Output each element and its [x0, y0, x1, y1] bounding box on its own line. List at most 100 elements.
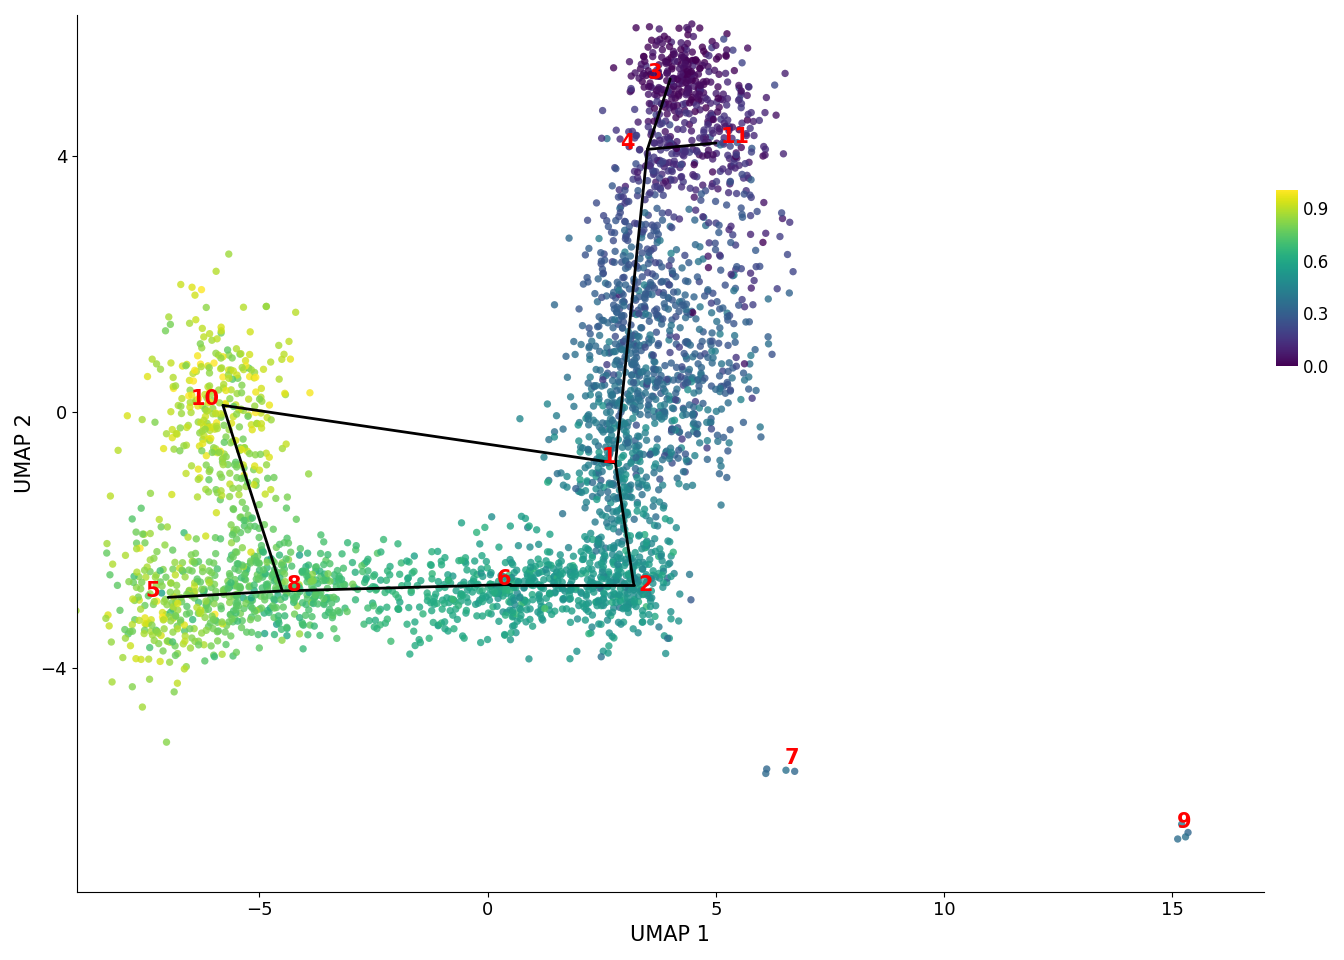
Point	[233, 590, 254, 606]
Point	[617, 435, 638, 450]
Point	[671, 260, 692, 276]
Point	[300, 574, 321, 589]
Point	[270, 622, 292, 637]
Point	[679, 397, 700, 413]
Point	[228, 481, 250, 496]
Point	[610, 204, 632, 220]
Point	[257, 552, 278, 567]
Point	[613, 314, 634, 329]
Point	[712, 300, 734, 316]
Point	[203, 647, 224, 662]
Point	[446, 612, 468, 627]
Point	[660, 135, 681, 151]
Point	[675, 248, 696, 263]
Point	[624, 397, 645, 413]
Point	[706, 215, 727, 230]
Point	[746, 383, 767, 398]
Point	[684, 68, 706, 84]
Point	[235, 353, 257, 369]
Point	[626, 503, 648, 518]
Point	[183, 554, 204, 569]
Point	[605, 595, 626, 611]
Point	[679, 83, 700, 98]
Point	[130, 575, 152, 590]
Point	[567, 612, 589, 627]
Text: 7: 7	[785, 748, 798, 768]
Point	[728, 91, 750, 107]
Point	[325, 579, 347, 594]
Point	[207, 634, 228, 649]
Point	[638, 557, 660, 572]
Point	[559, 577, 581, 592]
Point	[593, 559, 614, 574]
Point	[689, 102, 711, 117]
Point	[648, 619, 669, 635]
Point	[153, 594, 175, 610]
Point	[145, 567, 167, 583]
Point	[493, 627, 515, 642]
Point	[624, 337, 645, 352]
Point	[696, 148, 718, 163]
Point	[192, 560, 214, 575]
Point	[165, 378, 187, 394]
Point	[134, 563, 156, 578]
Point	[694, 55, 715, 70]
Point	[607, 373, 629, 389]
Point	[499, 552, 520, 567]
Point	[633, 587, 655, 602]
Point	[532, 581, 554, 596]
Point	[207, 445, 228, 461]
Point	[489, 586, 511, 601]
Point	[603, 312, 625, 327]
Point	[464, 553, 485, 568]
Point	[474, 519, 496, 535]
Point	[218, 581, 239, 596]
Point	[663, 372, 684, 388]
Point	[450, 516, 472, 531]
Point	[646, 440, 668, 455]
Point	[591, 543, 613, 559]
Point	[509, 612, 531, 627]
Point	[233, 601, 254, 616]
Point	[601, 312, 622, 327]
Point	[603, 557, 625, 572]
Point	[211, 360, 233, 375]
Point	[559, 559, 581, 574]
Point	[685, 98, 707, 113]
Point	[645, 362, 667, 377]
Point	[626, 170, 648, 185]
Point	[249, 392, 270, 407]
Point	[165, 578, 187, 593]
Point	[181, 554, 203, 569]
Point	[134, 616, 156, 632]
Point	[741, 348, 762, 363]
Point	[238, 407, 259, 422]
Point	[621, 565, 642, 581]
Point	[194, 583, 215, 598]
Point	[461, 585, 482, 600]
Point	[228, 563, 250, 578]
Point	[534, 572, 555, 588]
Point	[136, 616, 157, 632]
Point	[267, 588, 289, 603]
Point	[644, 280, 665, 296]
Point	[719, 151, 741, 166]
Point	[243, 550, 265, 565]
Point	[233, 403, 254, 419]
Point	[598, 416, 620, 431]
Point	[637, 256, 659, 272]
Point	[378, 582, 399, 597]
Point	[633, 49, 655, 64]
Point	[500, 572, 521, 588]
Point	[286, 581, 308, 596]
Point	[711, 401, 732, 417]
Point	[500, 625, 521, 640]
Point	[637, 588, 659, 603]
Point	[358, 600, 379, 615]
Point	[664, 154, 685, 169]
Point	[180, 588, 202, 604]
Point	[212, 454, 234, 469]
Point	[753, 235, 774, 251]
Point	[595, 368, 617, 383]
Point	[677, 78, 699, 93]
